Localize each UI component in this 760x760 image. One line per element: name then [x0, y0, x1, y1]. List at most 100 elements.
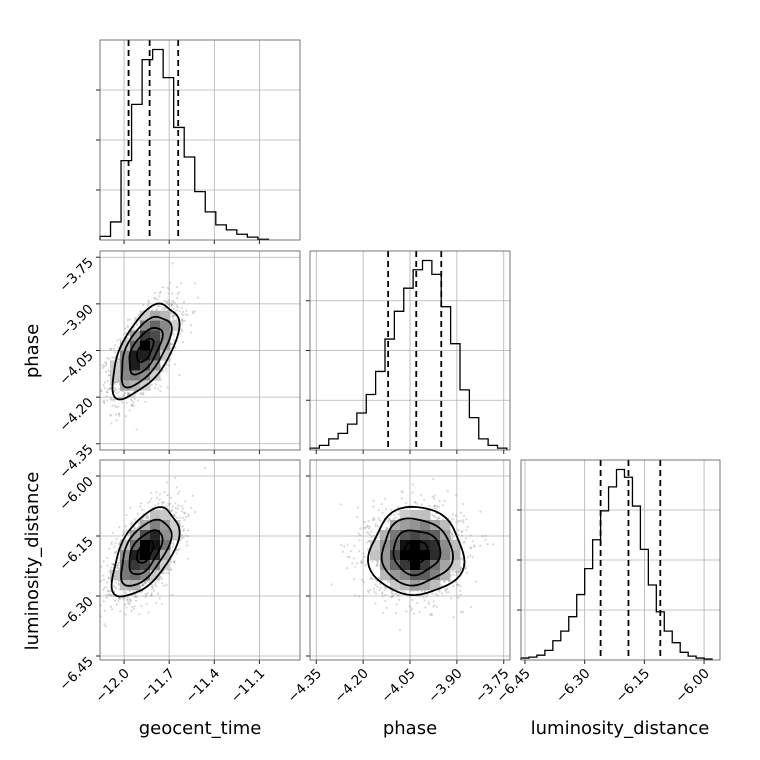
- joint-phase-vs-luminosity-distance-point: [422, 596, 425, 599]
- joint-geocent-time-vs-luminosity-distance-point: [185, 541, 189, 544]
- joint-geocent-time-vs-luminosity-distance-point: [108, 547, 111, 551]
- joint-geocent-time-vs-phase-density-cell: [110, 370, 121, 381]
- joint-phase-vs-luminosity-distance-point: [397, 506, 400, 509]
- joint-geocent-time-vs-luminosity-distance-point: [169, 496, 172, 499]
- joint-geocent-time-vs-luminosity-distance-ytick-label-1: −6.30: [56, 594, 97, 635]
- joint-phase-vs-luminosity-distance-point: [391, 594, 395, 598]
- joint-geocent-time-vs-luminosity-distance-point: [144, 593, 147, 596]
- joint-phase-vs-luminosity-distance-point: [359, 560, 362, 563]
- joint-phase-vs-luminosity-distance-point: [427, 600, 430, 603]
- joint-phase-vs-luminosity-distance-density-cell: [420, 570, 431, 581]
- joint-geocent-time-vs-phase-point: [184, 313, 187, 316]
- joint-geocent-time-vs-phase-point: [109, 387, 112, 390]
- joint-geocent-time-vs-luminosity-distance-point: [144, 595, 147, 599]
- joint-phase-vs-luminosity-distance-density-cell: [390, 520, 401, 531]
- joint-geocent-time-vs-luminosity-distance-point: [155, 491, 158, 494]
- joint-phase-vs-luminosity-distance-point: [373, 578, 376, 581]
- joint-phase-vs-luminosity-distance-point: [411, 483, 415, 486]
- joint-geocent-time-vs-phase-point: [134, 393, 137, 396]
- joint-geocent-time-vs-phase-point: [116, 381, 119, 384]
- joint-geocent-time-vs-luminosity-distance-point: [146, 517, 149, 520]
- joint-phase-vs-luminosity-distance-point: [459, 589, 462, 592]
- joint-geocent-time-vs-phase-point: [113, 344, 117, 347]
- joint-geocent-time-vs-phase-point: [133, 394, 136, 397]
- joint-phase-vs-luminosity-distance-point: [383, 497, 386, 500]
- joint-phase-vs-luminosity-distance-point: [379, 586, 382, 590]
- joint-phase-vs-luminosity-distance-point: [400, 490, 403, 493]
- joint-geocent-time-vs-phase-contours: [111, 302, 181, 401]
- joint-geocent-time-vs-luminosity-distance-point: [157, 502, 160, 505]
- joint-geocent-time-vs-luminosity-distance-point: [110, 541, 113, 544]
- joint-geocent-time-vs-luminosity-distance-density-cell: [150, 510, 161, 521]
- joint-geocent-time-vs-phase-density-cell: [130, 360, 141, 371]
- joint-geocent-time-vs-phase-density-cell: [160, 330, 171, 341]
- joint-phase-vs-luminosity-distance-point: [377, 509, 380, 512]
- joint-geocent-time-vs-phase-point: [175, 318, 178, 322]
- joint-geocent-time-vs-phase-point: [117, 380, 120, 383]
- joint-phase-vs-luminosity-distance-point: [471, 540, 474, 543]
- joint-phase-vs-luminosity-distance-point: [437, 516, 440, 519]
- joint-phase-vs-luminosity-distance-point: [367, 520, 370, 523]
- joint-geocent-time-vs-phase-point: [91, 434, 93, 436]
- joint-geocent-time-vs-phase-frame: [99, 250, 301, 451]
- joint-phase-vs-luminosity-distance-point: [457, 529, 460, 532]
- joint-phase-vs-luminosity-distance-point: [375, 580, 378, 583]
- joint-phase-vs-luminosity-distance-point: [424, 606, 427, 609]
- joint-geocent-time-vs-phase-point: [104, 370, 107, 373]
- joint-phase-vs-luminosity-distance-point: [486, 543, 489, 546]
- joint-geocent-time-vs-phase-density-cell: [160, 310, 171, 321]
- joint-phase-vs-luminosity-distance-density-cell: [430, 570, 441, 581]
- joint-geocent-time-vs-phase-point: [191, 310, 194, 313]
- joint-phase-vs-luminosity-distance-point: [366, 548, 370, 551]
- joint-geocent-time-vs-luminosity-distance-point: [176, 507, 180, 510]
- joint-geocent-time-vs-luminosity-distance-point: [174, 476, 177, 479]
- joint-phase-vs-luminosity-distance-point: [450, 574, 453, 577]
- joint-geocent-time-vs-phase-point: [104, 361, 107, 364]
- joint-geocent-time-vs-phase-point: [179, 282, 182, 285]
- joint-geocent-time-vs-phase-point: [165, 302, 169, 305]
- joint-geocent-time-vs-luminosity-distance-point: [138, 613, 141, 616]
- joint-geocent-time-vs-luminosity-distance-point: [128, 602, 131, 606]
- joint-geocent-time-vs-luminosity-distance-point: [142, 583, 145, 587]
- joint-phase-vs-luminosity-distance-density-cell: [400, 570, 411, 581]
- joint-phase-vs-luminosity-distance-point: [431, 513, 434, 517]
- joint-phase-vs-luminosity-distance-point: [484, 534, 487, 538]
- joint-geocent-time-vs-luminosity-distance-point: [153, 583, 156, 586]
- axis-labels-layer: geocent_time phase luminosity_distance p…: [22, 324, 709, 739]
- joint-phase-vs-luminosity-distance-density-cell: [380, 530, 391, 541]
- joint-geocent-time-vs-phase-point: [167, 292, 170, 295]
- joint-geocent-time-vs-luminosity-distance-point: [130, 521, 133, 525]
- joint-geocent-time-vs-phase-point: [109, 414, 112, 417]
- joint-geocent-time-vs-luminosity-distance-point: [187, 535, 190, 538]
- joint-phase-vs-luminosity-distance-point: [397, 594, 400, 597]
- hist-phase-hgrid: [310, 300, 510, 401]
- joint-geocent-time-vs-luminosity-distance-point: [142, 582, 145, 585]
- joint-phase-vs-luminosity-distance-point: [388, 517, 391, 520]
- joint-geocent-time-vs-phase-point: [114, 380, 117, 384]
- joint-geocent-time-vs-phase-point: [176, 309, 179, 312]
- joint-geocent-time-vs-luminosity-distance-point: [118, 542, 121, 545]
- joint-phase-vs-luminosity-distance-point: [371, 518, 374, 522]
- joint-phase-vs-luminosity-distance-point: [358, 533, 362, 537]
- joint-phase-vs-luminosity-distance-point: [414, 501, 417, 504]
- joint-phase-vs-luminosity-distance-point: [386, 527, 389, 530]
- hist-phase-frame: [309, 250, 511, 451]
- joint-geocent-time-vs-luminosity-distance-point: [118, 597, 121, 600]
- joint-phase-vs-luminosity-distance-point: [456, 570, 459, 573]
- joint-geocent-time-vs-luminosity-distance-point: [110, 594, 113, 597]
- joint-phase-vs-luminosity-distance-point: [363, 555, 366, 559]
- joint-geocent-time-vs-phase-point: [156, 298, 159, 301]
- joint-geocent-time-vs-luminosity-distance-point: [176, 548, 179, 552]
- joint-geocent-time-vs-luminosity-distance-point: [161, 582, 164, 585]
- joint-geocent-time-vs-luminosity-distance-density-cell: [150, 550, 161, 561]
- joint-phase-vs-luminosity-distance-point: [451, 513, 454, 516]
- joint-geocent-time-vs-luminosity-distance-xtick-label-0: −12.0: [92, 666, 133, 707]
- joint-geocent-time-vs-luminosity-distance-density-cell: [110, 570, 121, 581]
- joint-geocent-time-vs-luminosity-distance-point: [124, 525, 127, 528]
- joint-geocent-time-vs-luminosity-distance-point: [152, 589, 155, 592]
- joint-geocent-time-vs-luminosity-distance-point: [134, 595, 137, 598]
- joint-phase-vs-luminosity-distance-density-cell: [400, 520, 411, 531]
- joint-geocent-time-vs-phase-point: [137, 313, 140, 316]
- joint-phase-vs-luminosity-distance-point: [432, 605, 435, 608]
- joint-geocent-time-vs-luminosity-distance-point: [107, 577, 111, 580]
